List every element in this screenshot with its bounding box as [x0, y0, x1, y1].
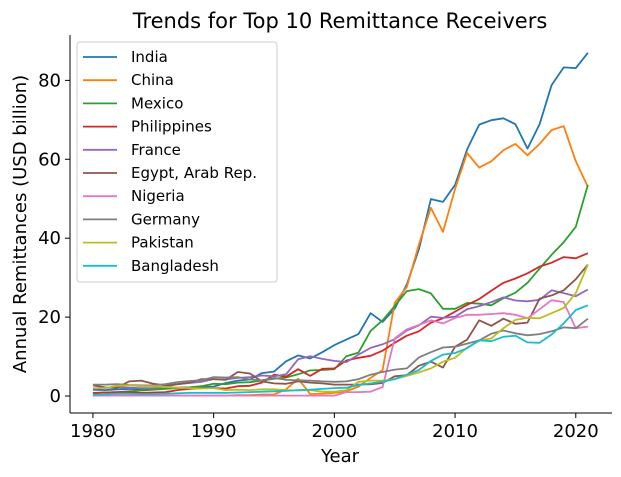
x-tick-label: 2010 [432, 421, 478, 442]
series-line-6 [92, 299, 589, 397]
x-axis-label: Year [320, 446, 360, 467]
series-line-7 [92, 317, 589, 387]
series-layer [92, 52, 589, 397]
y-tick-label: 80 [38, 70, 61, 91]
y-tick-label: 0 [50, 386, 61, 407]
legend-label-6: Nigeria [131, 187, 185, 205]
legend-label-9: Bangladesh [131, 257, 219, 275]
series-line-8 [92, 264, 589, 393]
series-line-5 [92, 264, 589, 389]
legend-box [76, 41, 278, 283]
legend-label-2: Mexico [131, 94, 183, 112]
legend-label-0: India [131, 48, 168, 66]
series-line-9 [92, 304, 589, 396]
legend-label-1: China [131, 71, 174, 89]
x-tick-label: 1980 [70, 421, 116, 442]
chart-title: Trends for Top 10 Remittance Receivers [132, 9, 548, 33]
legend-label-3: Philippines [131, 118, 212, 136]
y-axis-label: Annual Remittances (USD billion) [10, 75, 31, 373]
axes-layer: 1980 1990 2000 2010 2020 0 20 40 60 80 [38, 35, 612, 442]
legend-label-7: Germany [131, 210, 200, 228]
legend-label-5: Egypt, Arab Rep. [131, 164, 257, 182]
y-tick-label: 40 [38, 228, 61, 249]
legend-label-4: France [131, 141, 181, 159]
x-tick-label: 1990 [191, 421, 237, 442]
series-line-4 [92, 288, 589, 390]
legend-label-8: Pakistan [131, 234, 194, 252]
series-line-3 [92, 252, 589, 394]
y-tick-label: 60 [38, 149, 61, 170]
x-tick-label: 2000 [311, 421, 357, 442]
legend: India China Mexico Philippines France Egypt, … [76, 41, 278, 283]
x-tick-label: 2020 [553, 421, 599, 442]
y-tick-label: 20 [38, 307, 61, 328]
